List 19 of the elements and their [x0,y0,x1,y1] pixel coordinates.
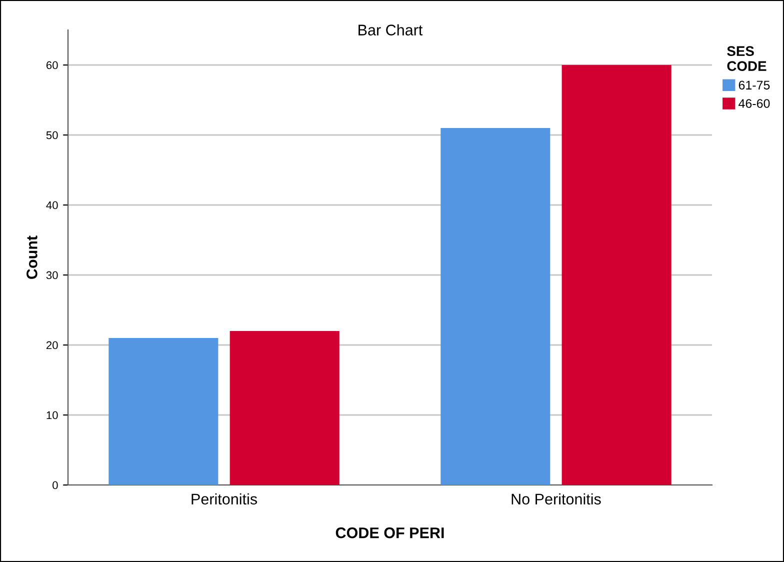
chart-title: Bar Chart [358,24,423,36]
legend-label: 61-75 [738,80,770,90]
bar [562,65,672,485]
legend-label: 46-60 [738,99,770,108]
x-tick-label: Peritonitis [192,493,258,505]
legend-title: SES CODE [727,46,766,71]
x-axis-title: CODE OF PERI [336,527,444,538]
bar [440,128,550,485]
x-tick-label: No Peritonitis [512,493,601,505]
y-tick-label: 50 [46,131,58,140]
bar [108,338,218,485]
y-tick-label: 20 [46,341,58,350]
y-tick-label: 10 [46,411,58,420]
y-axis-title: Count [26,236,38,279]
y-tick-label: 40 [46,201,58,210]
y-tick-label: 0 [52,481,58,490]
bar [230,331,340,485]
y-tick-label: 60 [46,61,58,70]
y-tick-label: 30 [46,271,58,280]
